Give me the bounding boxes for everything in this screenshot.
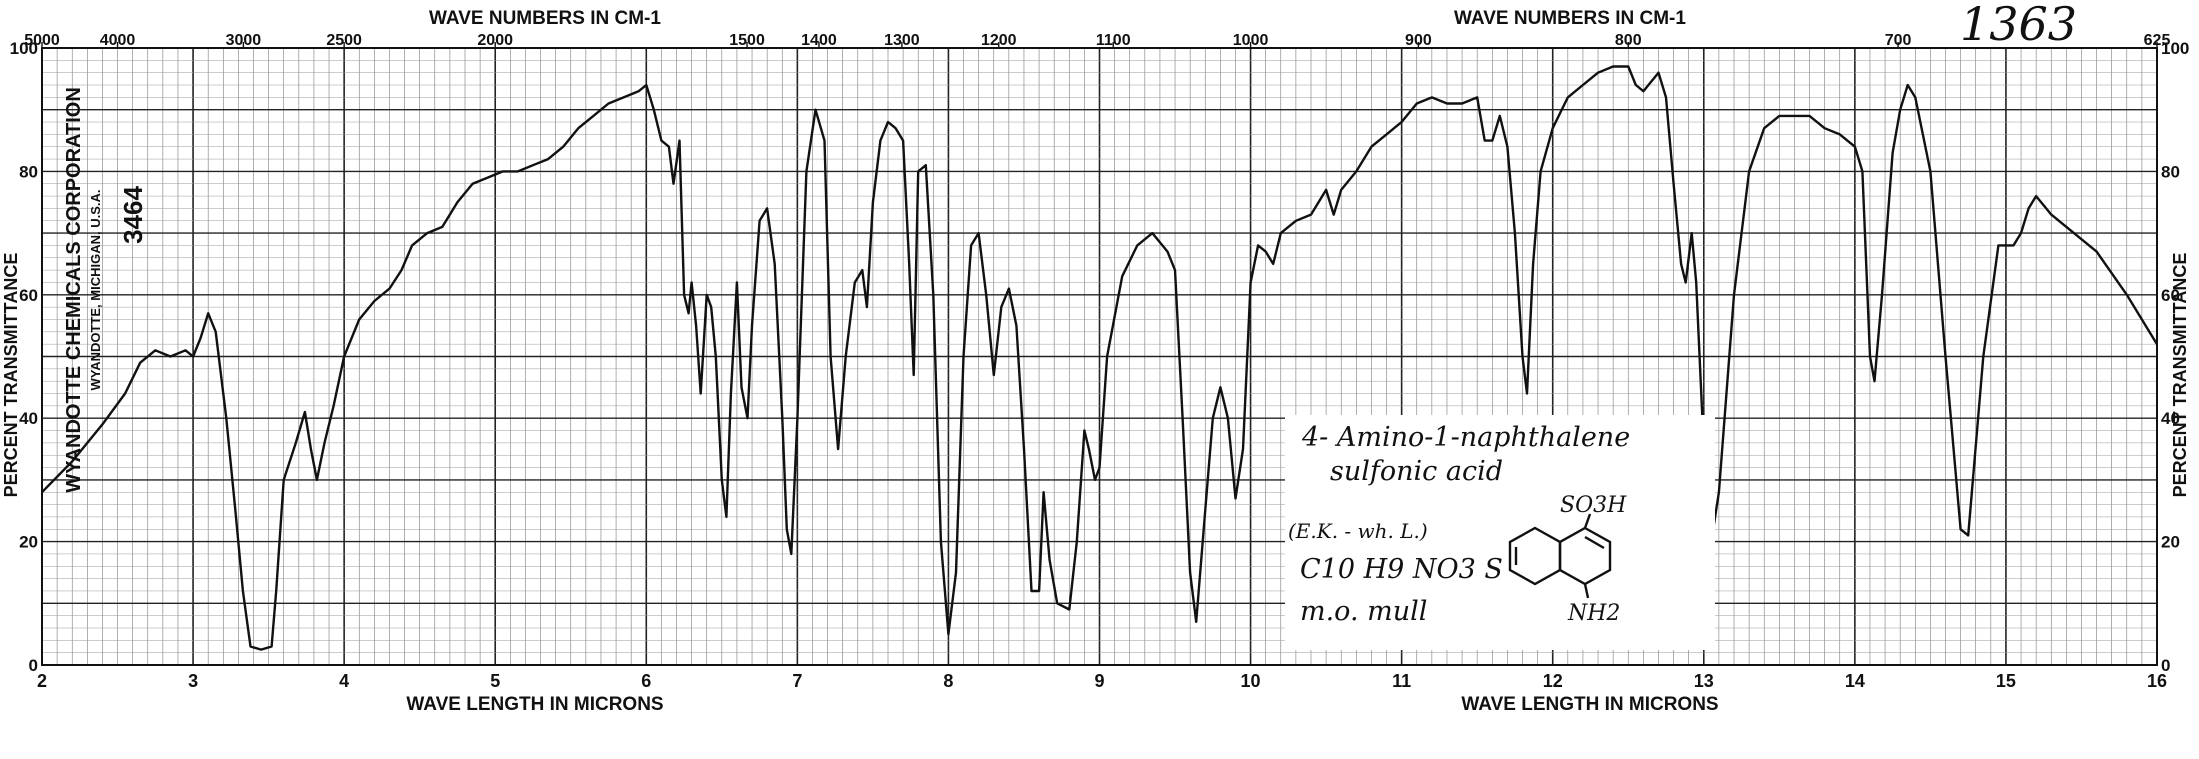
y-tick-label-left: 80	[19, 162, 38, 181]
publisher-name: WYANDOTTE CHEMICALS CORPORATION	[63, 87, 85, 493]
top-tick-label: 700	[1885, 32, 1912, 49]
publisher-imprint: WYANDOTTE CHEMICALS CORPORATION WYANDOTT…	[63, 87, 148, 493]
x-tick-label: 3	[188, 671, 198, 691]
top-tick-label: 900	[1405, 32, 1432, 49]
y-tick-label-right: 60	[2161, 286, 2180, 305]
y-axis-title-left: PERCENT TRANSMITTANCE	[1, 253, 21, 498]
x-tick-label: 13	[1694, 671, 1714, 691]
top-axis-title-right: WAVE NUMBERS IN CM-1	[1454, 8, 1686, 29]
y-tick-label-right: 100	[2161, 39, 2189, 58]
top-axis-title-left: WAVE NUMBERS IN CM-1	[429, 8, 661, 29]
y-tick-label-left: 20	[19, 533, 38, 552]
bottom-axis-title-right: WAVE LENGTH IN MICRONS	[1461, 694, 1718, 715]
spectrum-line	[41, 65, 2159, 651]
top-tick-label: 800	[1615, 32, 1642, 49]
y-tick-label-left: 40	[19, 409, 38, 428]
x-tick-label: 15	[1996, 671, 2016, 691]
publisher-code: 3464	[118, 186, 148, 244]
sample-medium: m.o. mull	[1300, 596, 1427, 627]
x-tick-label: 16	[2147, 671, 2167, 691]
x-tick-label: 7	[792, 671, 802, 691]
top-tick-label: 1000	[1233, 32, 1269, 49]
y-tick-label-right: 80	[2161, 162, 2180, 181]
x-tick-label: 11	[1392, 671, 1411, 691]
x-tick-label: 12	[1543, 671, 1563, 691]
y-tick-label-right: 40	[2161, 409, 2180, 428]
compound-annotation: 4- Amino-1-naphthalene sulfonic acid (E.…	[1285, 415, 1715, 650]
top-tick-label: 5000	[24, 32, 60, 49]
top-tick-label: 1200	[981, 32, 1017, 49]
sample-source: (E.K. - wh. L.)	[1288, 519, 1428, 543]
axis-ticks: 2 3 4 5 6 7 8 9 10 11 12 13 14 15 16020406080100020406…	[10, 32, 2190, 691]
top-tick-label: 1300	[884, 32, 920, 49]
y-tick-label-left: 100	[10, 39, 38, 58]
annotation-background	[1285, 415, 1715, 650]
naphthalene-structure-icon	[1508, 513, 1612, 599]
grid	[41, 47, 2158, 666]
x-tick-label: 9	[1094, 671, 1104, 691]
x-tick-label: 2	[37, 671, 47, 691]
bottom-axis-title-left: WAVE LENGTH IN MICRONS	[406, 694, 663, 715]
compound-name-line1: 4- Amino-1-naphthalene	[1301, 422, 1630, 453]
top-tick-label: 4000	[100, 32, 136, 49]
top-tick-label: 2500	[326, 32, 362, 49]
structure-sulfonic-group: SO3H	[1560, 493, 1627, 518]
spectrum-number: 1363	[1960, 0, 2077, 51]
y-tick-label-right: 0	[2161, 656, 2170, 675]
top-tick-label: 625	[2144, 32, 2171, 49]
top-tick-label: 1500	[729, 32, 765, 49]
top-tick-label: 3000	[226, 32, 262, 49]
y-tick-label-left: 0	[29, 656, 38, 675]
y-axis-title-right: PERCENT TRANSMITTANCE	[2170, 253, 2190, 498]
x-tick-label: 14	[1845, 671, 1865, 691]
top-tick-label: 1100	[1096, 32, 1131, 49]
x-tick-label: 10	[1241, 671, 1261, 691]
structure-amino-group: NH2	[1567, 601, 1620, 626]
publisher-location: WYANDOTTE, MICHIGAN, U.S.A.	[88, 189, 103, 390]
x-tick-label: 4	[339, 671, 349, 691]
x-tick-label: 8	[943, 671, 953, 691]
plot-frame	[41, 47, 2158, 666]
top-tick-label: 1400	[801, 32, 837, 49]
compound-name-line2: sulfonic acid	[1330, 456, 1503, 487]
top-tick-label: 2000	[477, 32, 513, 49]
y-tick-label-right: 20	[2161, 533, 2180, 552]
x-tick-label: 6	[641, 671, 651, 691]
y-tick-label-left: 60	[19, 286, 38, 305]
x-tick-label: 5	[490, 671, 500, 691]
molecular-formula: C10 H9 NO3 S	[1300, 554, 1503, 585]
